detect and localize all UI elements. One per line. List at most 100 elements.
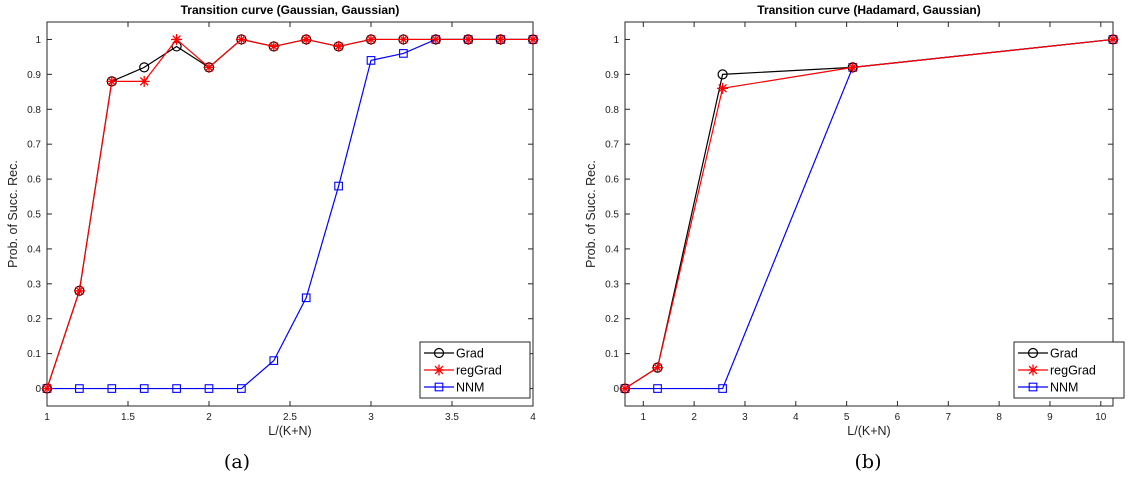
data-point-reggrad — [138, 75, 150, 87]
x-tick-label: 9 — [1047, 412, 1053, 423]
y-axis-label: Prob. of Succ. Rec. — [6, 160, 20, 268]
legend-entry-nnm: NNM — [1018, 381, 1078, 395]
legend-label: Grad — [1050, 347, 1078, 361]
legend-marker — [1028, 382, 1038, 392]
data-point-nnm — [366, 56, 376, 65]
y-tick-label: 0.2 — [27, 314, 41, 325]
x-tick-label: 1 — [641, 412, 647, 423]
y-tick-label: 0.8 — [605, 105, 619, 116]
data-point-nnm — [139, 384, 149, 393]
y-tick-label: 0.5 — [605, 210, 619, 221]
y-tick-label: 0.6 — [605, 175, 619, 186]
x-tick-label: 4 — [793, 412, 799, 423]
x-axis-label: L/(K+N) — [847, 424, 890, 438]
y-tick-label: 0.3 — [27, 279, 41, 290]
data-point-reggrad — [430, 33, 442, 45]
chart-title: Transition curve (Hadamard, Gaussian) — [757, 3, 980, 17]
legend-entry-grad: Grad — [424, 347, 484, 361]
y-tick-label: 0 — [35, 384, 41, 395]
x-tick-label: 5 — [844, 412, 850, 423]
x-tick-label: 7 — [946, 412, 952, 423]
series-reggrad — [619, 33, 1119, 395]
legend-marker — [433, 347, 445, 359]
data-point-reggrad — [73, 285, 85, 297]
data-point-reggrad — [106, 75, 118, 87]
chart-title: Transition curve (Gaussian, Gaussian) — [181, 3, 400, 17]
x-tick-label: 3 — [742, 412, 748, 423]
y-tick-label: 0.7 — [27, 140, 41, 151]
legend-label: NNM — [1050, 381, 1078, 395]
y-tick-label: 0.4 — [605, 244, 619, 255]
y-tick-label: 0.8 — [27, 105, 41, 116]
chart-a: Transition curve (Gaussian, Gaussian) 1 1.… — [6, 3, 539, 473]
legend-label: Grad — [456, 347, 484, 361]
x-tick-label: 2 — [691, 412, 697, 423]
subfigure-caption: (a) — [224, 451, 250, 473]
y-tick-label: 0.9 — [27, 70, 41, 81]
legend-entry-grad: Grad — [1018, 347, 1078, 361]
data-point-reggrad — [619, 383, 631, 395]
subfigure-caption: (b) — [855, 451, 882, 473]
y-tick-label: 0.1 — [605, 349, 619, 360]
data-point-reggrad — [171, 33, 183, 45]
legend-label: NNM — [456, 381, 484, 395]
data-point-reggrad — [847, 61, 859, 73]
legend-marker — [1027, 364, 1039, 376]
legend-label: regGrad — [1050, 364, 1096, 378]
data-point-reggrad — [268, 40, 280, 52]
data-point-reggrad — [203, 61, 215, 73]
data-point-reggrad — [462, 33, 474, 45]
data-point-nnm — [718, 384, 727, 393]
x-tick-label: 6 — [895, 412, 901, 423]
data-point-nnm — [204, 384, 214, 393]
data-point-reggrad — [365, 33, 377, 45]
y-tick-label: 0.2 — [605, 314, 619, 325]
y-tick-label: 0.3 — [605, 279, 619, 290]
data-point-nnm — [269, 356, 279, 365]
y-tick-label: 0.7 — [605, 140, 619, 151]
x-tick-label: 8 — [996, 412, 1002, 423]
x-tick-label: 1 — [44, 412, 50, 423]
data-point-nnm — [653, 384, 662, 393]
data-point-nnm — [237, 384, 246, 393]
legend-label: regGrad — [456, 364, 502, 378]
data-point-reggrad — [1107, 33, 1119, 45]
data-point-reggrad — [527, 33, 539, 45]
data-point-nnm — [107, 384, 117, 393]
data-point-reggrad — [495, 33, 507, 45]
x-tick-label: 2 — [206, 412, 212, 423]
x-axis-label: L/(K+N) — [268, 424, 311, 438]
data-point-reggrad — [41, 383, 53, 395]
y-tick-label: 1 — [35, 35, 41, 46]
y-tick-label: 0.6 — [27, 175, 41, 186]
x-tick-label: 1.5 — [121, 412, 135, 423]
data-point-reggrad — [397, 33, 409, 45]
data-point-nnm — [75, 384, 84, 393]
legend: Grad regGrad NNM — [419, 341, 531, 399]
legend-marker — [433, 364, 445, 376]
x-tick-label: 3 — [368, 412, 374, 423]
x-tick-label: 3.5 — [445, 412, 459, 423]
legend-entry-reggrad: regGrad — [1018, 364, 1096, 378]
data-point-reggrad — [717, 82, 729, 94]
series-line-reggrad — [46, 38, 533, 389]
y-axis-label: Prob. of Succ. Rec. — [584, 160, 598, 268]
data-point-nnm — [301, 293, 311, 303]
y-tick-label: 1 — [613, 35, 619, 46]
y-tick-label: 0.1 — [27, 349, 41, 360]
data-point-nnm — [399, 49, 408, 58]
y-tick-label: 0.4 — [27, 244, 41, 255]
series-reggrad — [41, 33, 539, 395]
x-tick-label: 10 — [1095, 412, 1107, 423]
legend-entry-reggrad: regGrad — [424, 364, 502, 378]
legend-marker — [1027, 347, 1039, 359]
legend: Grad regGrad NNM — [1013, 341, 1125, 399]
chart-b: Transition curve (Hadamard, Gaussian) 1 2 3… — [584, 3, 1125, 473]
data-point-nnm — [334, 181, 343, 191]
legend-marker — [434, 382, 444, 392]
data-point-reggrad — [300, 33, 312, 45]
data-point-reggrad — [235, 33, 247, 45]
y-tick-label: 0.5 — [27, 210, 41, 221]
y-tick-label: 0 — [613, 384, 619, 395]
